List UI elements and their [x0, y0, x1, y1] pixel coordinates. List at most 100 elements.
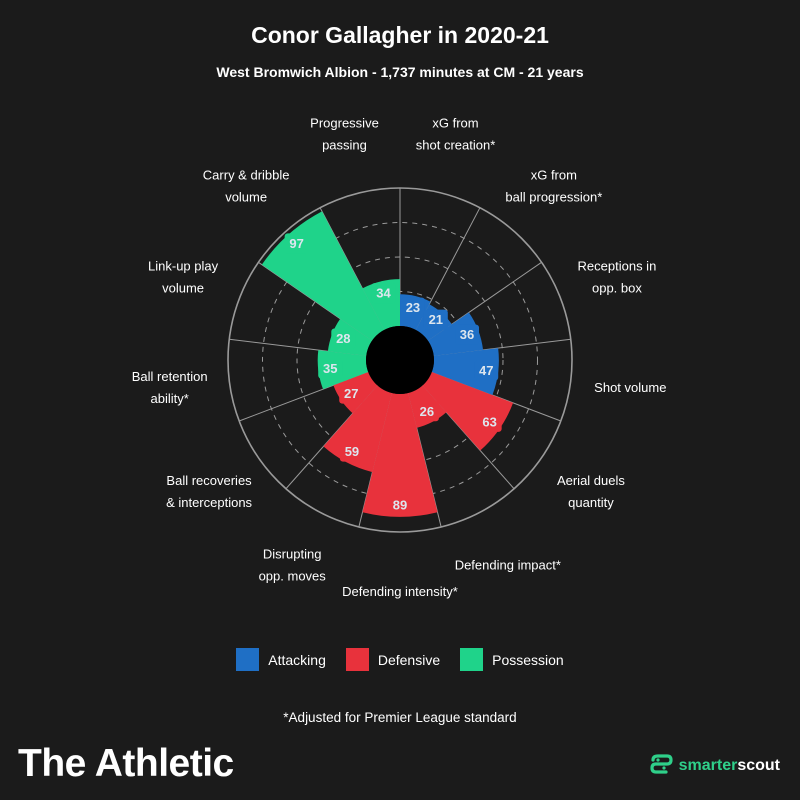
value-badge — [331, 328, 356, 349]
axis-label-line: shot creation* — [416, 138, 496, 153]
smarterscout-wordmark: smarterscout — [679, 757, 780, 775]
value-label-defensive: 63 — [477, 411, 502, 432]
axis-label-line: opp. box — [592, 281, 642, 296]
axis-label-line: volume — [225, 189, 267, 204]
value-label: 34 — [376, 286, 391, 301]
value-badge — [284, 233, 309, 254]
legend-swatch-attacking — [236, 648, 260, 671]
value-label: 23 — [406, 300, 420, 315]
axis-label-line: Disrupting — [263, 546, 322, 561]
value-label-defensive: 59 — [339, 441, 364, 462]
value-badge — [400, 297, 425, 318]
axis-label-line: opp. moves — [259, 568, 327, 583]
value-badge — [339, 441, 364, 462]
axis-label-line: ball progression* — [505, 189, 602, 204]
value-label-attacking: 21 — [423, 309, 448, 330]
axis-label-line: Receptions in — [578, 259, 657, 274]
chart-value-labels: 23 21 36 47 63 26 89 59 27 35 28 97 34 — [284, 233, 502, 515]
value-label-defensive: 27 — [339, 383, 364, 404]
value-badge — [474, 360, 499, 381]
axis-label: Link-up play volume — [148, 259, 219, 296]
axis-label-line: volume — [162, 281, 204, 296]
axis-label-line: Carry & dribble — [203, 167, 290, 182]
axis-label-line: Aerial duels — [557, 473, 625, 488]
legend-item-defensive: Defensive — [345, 648, 441, 671]
value-badge — [388, 494, 412, 515]
smarterscout-part1: smarter — [678, 757, 738, 774]
legend-item-possession: Possession — [460, 648, 564, 671]
legend-item-attacking: Attacking — [236, 648, 326, 671]
smarterscout-logo: smarterscout — [647, 752, 780, 780]
value-label-attacking: 36 — [455, 324, 480, 345]
value-label: 28 — [336, 331, 350, 346]
legend: Attacking Defensive Possession — [0, 648, 800, 671]
legend-label-attacking: Attacking — [268, 651, 326, 668]
value-label: 36 — [460, 327, 474, 342]
footnote: *Adjusted for Premier League standard — [283, 710, 517, 725]
smarterscout-logo-icon — [650, 754, 673, 774]
bar-possession — [261, 211, 385, 341]
value-badge — [423, 309, 448, 330]
value-badge — [477, 411, 502, 432]
axis-label-line: Shot volume — [594, 380, 666, 395]
legend-label-defensive: Defensive — [377, 651, 441, 668]
value-badge — [318, 358, 343, 379]
bar-attacking — [431, 348, 499, 396]
chart-title: Conor Gallagher in 2020-21 — [251, 22, 549, 48]
axis-label-line: quantity — [568, 495, 614, 510]
the-athletic-logo: The Athletic — [18, 742, 234, 785]
value-badge — [455, 324, 480, 345]
grid-ring-3 — [262, 222, 538, 498]
value-label: 26 — [420, 404, 434, 419]
chart-axis-labels: xG from shot creation* xG from ball progres… — [132, 116, 667, 599]
axis-label: Defending impact* — [455, 557, 561, 572]
axis-label: Aerial duels quantity — [557, 473, 625, 510]
value-badge — [371, 283, 396, 304]
axis-label-line: ability* — [151, 391, 189, 406]
legend-swatch-defensive — [345, 648, 369, 671]
value-label: 27 — [344, 386, 358, 401]
axis-label-line: Defending impact* — [455, 557, 561, 572]
axis-label: xG from ball progression* — [505, 167, 602, 204]
value-label-possession: 34 — [371, 283, 396, 304]
axis-label-line: xG from — [432, 116, 478, 131]
axis-label-line: Ball retention — [132, 369, 208, 384]
axis-label: Carry & dribble volume — [203, 167, 290, 204]
value-label-attacking: 47 — [474, 360, 499, 381]
axis-label-line: Defending intensity* — [342, 584, 458, 599]
center-hole — [366, 326, 434, 394]
axis-label: Ball recoveries & interceptions — [166, 473, 252, 510]
axis-label-line: xG from — [531, 167, 577, 182]
value-badge — [414, 401, 439, 422]
axis-label: Shot volume — [594, 380, 666, 395]
value-label: 47 — [479, 363, 493, 378]
axis-label: Defending intensity* — [342, 584, 458, 599]
axis-label: Ball retention ability* — [132, 369, 208, 406]
value-label-possession: 28 — [331, 328, 356, 349]
smarterscout-part2: scout — [737, 757, 780, 774]
legend-label-possession: Possession — [492, 651, 564, 668]
bar-defensive — [362, 393, 438, 517]
axis-label-line: Ball recoveries — [166, 473, 252, 488]
axis-label: xG from shot creation* — [416, 116, 496, 153]
value-label-possession: 97 — [284, 233, 309, 254]
chart-subtitle: West Bromwich Albion - 1,737 minutes at … — [216, 64, 584, 80]
value-label: 63 — [482, 414, 496, 429]
axis-label: Progressive passing — [310, 116, 379, 153]
value-label-possession: 35 — [318, 358, 343, 379]
value-label: 97 — [289, 236, 303, 251]
axis-label-line: passing — [322, 138, 367, 153]
axis-label-line: Link-up play — [148, 259, 219, 274]
value-label: 89 — [393, 497, 407, 512]
value-badge — [339, 383, 364, 404]
value-label: 59 — [345, 444, 359, 459]
value-label-defensive: 26 — [414, 401, 439, 422]
legend-swatch-possession — [460, 648, 484, 671]
value-label: 21 — [429, 312, 443, 327]
axis-label: Disrupting opp. moves — [259, 546, 327, 583]
axis-label: Receptions in opp. box — [578, 259, 657, 296]
axis-label-line: Progressive — [310, 116, 379, 131]
value-label-attacking: 23 — [400, 297, 425, 318]
axis-label-line: & interceptions — [166, 495, 252, 510]
